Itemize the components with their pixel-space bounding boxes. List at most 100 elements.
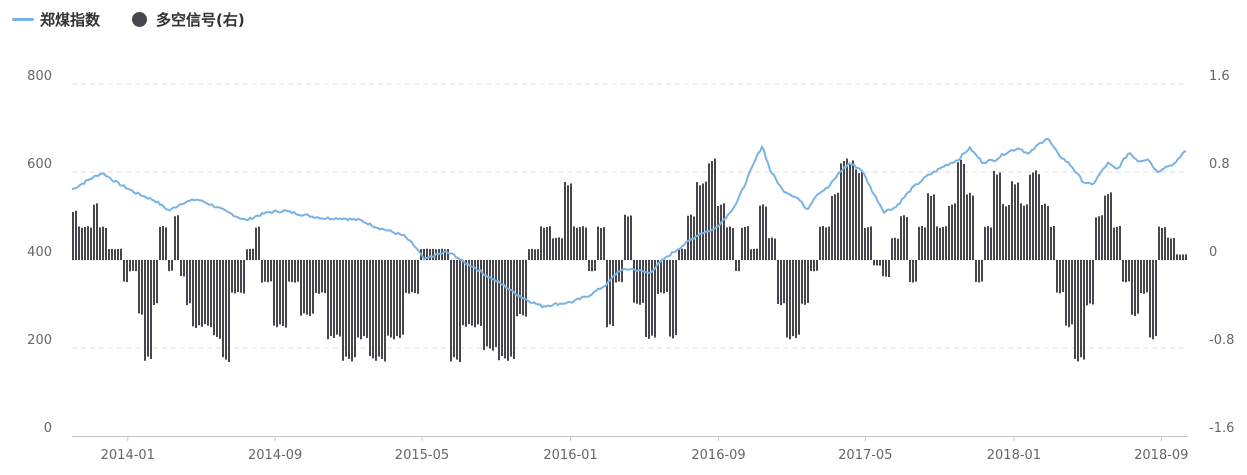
signal-bar <box>306 260 308 315</box>
signal-bar <box>765 206 767 260</box>
signal-bar <box>597 226 599 260</box>
signal-bar <box>147 260 149 357</box>
signal-bar <box>687 215 689 260</box>
legend-dot-swatch <box>132 11 148 27</box>
signal-bar <box>933 194 935 260</box>
signal-bar <box>888 260 890 277</box>
signal-bar <box>120 248 122 260</box>
signal-bar <box>294 260 296 283</box>
signal-bar <box>852 160 854 260</box>
signal-bar <box>720 204 722 260</box>
chart-axes: 800 1.6 600 0.8 400 0 200 -0.8 0 -1.6 2014-01 2014-… <box>27 69 1234 463</box>
signal-bar <box>405 260 407 293</box>
signal-bar <box>192 260 194 327</box>
signal-bar <box>789 260 791 340</box>
signal-bar <box>957 162 959 260</box>
signal-bar <box>627 216 629 260</box>
index-line <box>71 137 1187 309</box>
signal-bar <box>903 215 905 260</box>
signal-bar <box>489 260 491 349</box>
signal-bar <box>1155 260 1157 337</box>
signal-bar <box>948 205 950 260</box>
signal-bar <box>111 248 113 260</box>
signal-bar <box>954 203 956 260</box>
legend-item-signal[interactable]: 多空信号(右) <box>132 9 245 30</box>
signal-bar <box>429 249 431 260</box>
signal-bar <box>561 238 563 260</box>
signal-bar <box>750 249 752 260</box>
signal-bar <box>189 260 191 304</box>
signal-bar <box>348 260 350 359</box>
signal-bar <box>708 163 710 260</box>
signal-bar <box>1143 260 1145 294</box>
legend-item-index[interactable]: 郑煤指数 <box>12 9 100 30</box>
signal-bar <box>315 260 317 293</box>
signal-bar <box>219 260 221 339</box>
signal-bar <box>465 260 467 327</box>
x-tick-label: 2017-05 <box>838 448 892 463</box>
signal-bar <box>426 248 428 260</box>
signal-bar <box>453 260 455 358</box>
signal-bar <box>105 227 107 260</box>
signal-bar <box>471 260 473 326</box>
signal-bar <box>963 163 965 260</box>
signal-bar <box>669 260 671 337</box>
signal-bar <box>1128 260 1130 282</box>
signal-bar <box>768 238 770 260</box>
signal-bar <box>414 260 416 293</box>
signal-bar <box>324 260 326 294</box>
signal-bar <box>516 260 518 317</box>
signal-bar <box>210 260 212 328</box>
y-right-tick-label: -1.6 <box>1209 421 1234 436</box>
signal-bar <box>843 161 845 260</box>
signal-bar <box>585 227 587 260</box>
signal-bar <box>1071 260 1073 325</box>
signal-bar <box>1086 260 1088 306</box>
signal-bar <box>762 204 764 260</box>
signal-bar <box>1179 254 1181 260</box>
x-tick-label: 2014-09 <box>248 448 302 463</box>
signal-bar <box>456 260 458 360</box>
signal-bar <box>861 170 863 260</box>
signal-bar <box>1104 195 1106 260</box>
signal-bar <box>600 227 602 260</box>
signal-bar <box>507 260 509 361</box>
signal-bar <box>222 260 224 358</box>
signal-bar <box>519 260 521 315</box>
signal-bar <box>1020 203 1022 260</box>
signal-bar <box>723 203 725 260</box>
signal-bar <box>1056 260 1058 293</box>
signal-bar <box>408 260 410 294</box>
signal-bar <box>462 260 464 326</box>
signal-bar <box>171 260 173 271</box>
signal-bar <box>273 260 275 326</box>
signal-bar <box>78 226 80 260</box>
signal-bar <box>744 227 746 260</box>
signal-bar <box>264 260 266 282</box>
signal-bar <box>975 260 977 282</box>
signal-bar <box>135 260 137 272</box>
signal-bar <box>1035 170 1037 260</box>
signal-bar <box>672 260 674 339</box>
signal-bar <box>261 260 263 283</box>
signal-bar <box>936 226 938 260</box>
signal-bar <box>387 260 389 336</box>
x-tick-label: 2014-01 <box>101 448 155 463</box>
signal-bar <box>777 260 779 304</box>
signal-bar <box>150 260 152 359</box>
signal-bar <box>153 260 155 306</box>
signal-bar <box>399 260 401 338</box>
signal-bar <box>960 159 962 260</box>
signal-bar <box>336 260 338 335</box>
signal-bar <box>360 260 362 340</box>
signal-bar <box>981 260 983 282</box>
signal-bar <box>393 260 395 340</box>
signal-bar <box>603 227 605 260</box>
signal-bar <box>822 226 824 260</box>
signal-bar <box>591 260 593 272</box>
signal-bar <box>714 158 716 260</box>
signal-bar <box>780 260 782 306</box>
y-right-tick-label: 1.6 <box>1209 69 1230 84</box>
signal-bar <box>384 260 386 362</box>
signal-bar <box>837 192 839 260</box>
